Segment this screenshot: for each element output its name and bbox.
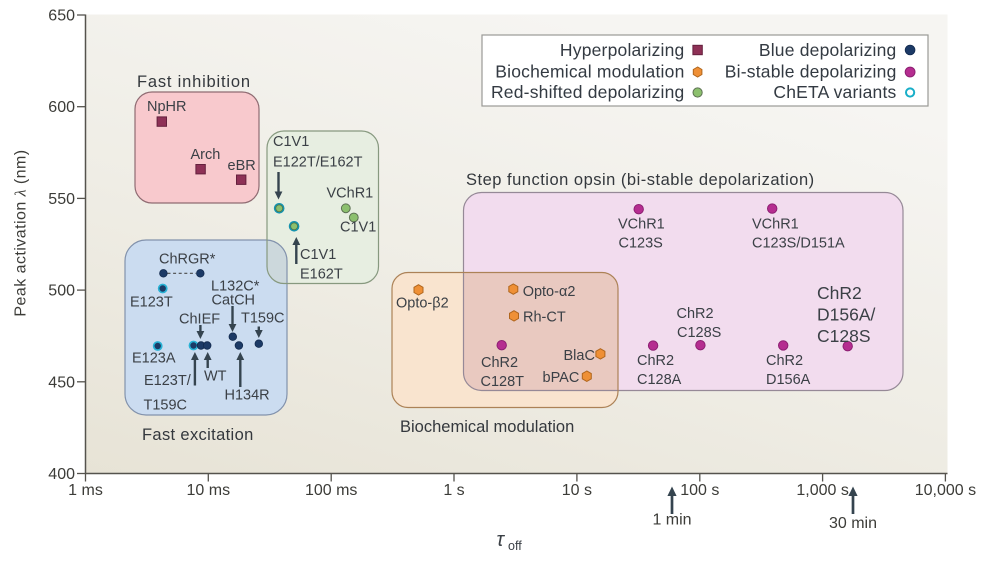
svg-text:WT: WT	[204, 369, 227, 385]
svg-text:C128S: C128S	[677, 325, 721, 341]
svg-text:eBR: eBR	[228, 158, 256, 174]
svg-text:C123S/D151A: C123S/D151A	[752, 236, 845, 252]
svg-text:τ: τ	[497, 529, 506, 551]
svg-text:BlaC: BlaC	[564, 348, 595, 364]
svg-text:1 s: 1 s	[443, 482, 464, 499]
svg-text:100 s: 100 s	[680, 482, 719, 499]
svg-text:E123T/: E123T/	[144, 373, 192, 389]
svg-text:650: 650	[48, 8, 75, 25]
svg-text:D156A/: D156A/	[817, 305, 876, 325]
svg-text:D156A: D156A	[766, 372, 811, 388]
svg-text:NpHR: NpHR	[147, 99, 186, 115]
svg-text:VChR1: VChR1	[327, 185, 374, 201]
svg-text:1 ms: 1 ms	[68, 482, 103, 499]
svg-text:Red-shifted depolarizing: Red-shifted depolarizing	[491, 82, 685, 102]
svg-text:C128A: C128A	[637, 372, 682, 388]
svg-text:T159C: T159C	[144, 398, 188, 414]
svg-text:ChR2: ChR2	[637, 353, 674, 369]
svg-text:ChR2: ChR2	[817, 283, 862, 303]
svg-text:Bi-stable depolarizing: Bi-stable depolarizing	[725, 62, 897, 82]
svg-text:bPAC: bPAC	[543, 370, 580, 386]
svg-text:T159C: T159C	[241, 311, 285, 327]
svg-text:Opto-β2: Opto-β2	[396, 296, 449, 312]
svg-text:E123T: E123T	[130, 295, 173, 311]
svg-text:VChR1: VChR1	[618, 217, 665, 233]
svg-text:10,000 s: 10,000 s	[915, 482, 976, 499]
svg-text:30 min: 30 min	[829, 515, 877, 532]
svg-text:Hyperpolarizing: Hyperpolarizing	[560, 40, 685, 60]
svg-text:C1V1: C1V1	[273, 134, 309, 150]
svg-text:C123S: C123S	[619, 236, 663, 252]
svg-text:Biochemical modulation: Biochemical modulation	[495, 62, 684, 82]
svg-text:ChIEF: ChIEF	[179, 311, 220, 327]
svg-text:ChR2: ChR2	[677, 306, 714, 322]
svg-text:Fast inhibition: Fast inhibition	[137, 73, 251, 91]
svg-text:Fast excitation: Fast excitation	[142, 426, 254, 444]
svg-text:10 ms: 10 ms	[187, 482, 231, 499]
svg-text:CatCH: CatCH	[212, 293, 256, 309]
svg-text:600: 600	[48, 99, 75, 116]
svg-text:Biochemical modulation: Biochemical modulation	[400, 418, 574, 436]
svg-text:Step function opsin (bi-stable: Step function opsin (bi-stable depolariz…	[466, 171, 815, 189]
svg-text:ChR2: ChR2	[481, 355, 518, 371]
svg-text:ChR2: ChR2	[766, 353, 803, 369]
svg-text:100 ms: 100 ms	[305, 482, 357, 499]
svg-text:1 min: 1 min	[652, 512, 691, 529]
svg-text:C128T: C128T	[481, 374, 525, 390]
svg-text:off: off	[508, 539, 522, 553]
svg-text:1,000 s: 1,000 s	[796, 482, 848, 499]
svg-text:ChRGR*: ChRGR*	[159, 252, 216, 268]
svg-text:H134R: H134R	[225, 388, 270, 404]
svg-text:550: 550	[48, 191, 75, 208]
svg-text:450: 450	[48, 374, 75, 391]
svg-text:10 s: 10 s	[562, 482, 592, 499]
svg-text:C1V1: C1V1	[300, 247, 336, 263]
svg-text:L132C*: L132C*	[211, 279, 260, 295]
svg-text:E122T/E162T: E122T/E162T	[273, 155, 363, 171]
svg-text:500: 500	[48, 283, 75, 300]
svg-text:Opto-α2: Opto-α2	[523, 284, 576, 300]
svg-text:E162T: E162T	[300, 267, 343, 283]
svg-text:C128S: C128S	[817, 326, 871, 346]
svg-text:ChETA variants: ChETA variants	[773, 82, 896, 102]
svg-text:E123A: E123A	[132, 350, 176, 366]
svg-text:C1V1: C1V1	[340, 220, 376, 236]
svg-text:400: 400	[48, 466, 75, 483]
svg-text:Blue depolarizing: Blue depolarizing	[759, 40, 897, 60]
svg-text:VChR1: VChR1	[752, 217, 799, 233]
svg-text:Arch: Arch	[191, 147, 221, 163]
svg-text:Rh-CT: Rh-CT	[523, 310, 566, 326]
svg-text:Peak activation λ (nm): Peak activation λ (nm)	[13, 149, 30, 316]
